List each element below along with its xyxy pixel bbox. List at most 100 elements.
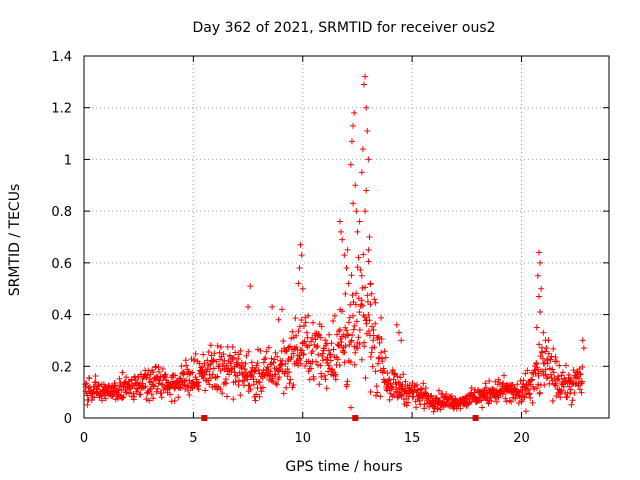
data-point — [171, 385, 178, 392]
data-point — [373, 383, 380, 390]
data-point — [274, 353, 281, 360]
data-point — [544, 360, 551, 367]
data-point — [297, 241, 304, 248]
data-point — [336, 326, 343, 333]
data-point — [168, 398, 175, 405]
data-point — [572, 372, 579, 379]
data-point — [342, 290, 349, 297]
data-point — [358, 356, 365, 363]
data-point — [347, 161, 354, 168]
data-point — [552, 382, 559, 389]
data-point — [495, 376, 502, 383]
data-point — [508, 382, 515, 389]
data-point — [253, 391, 260, 398]
data-point — [195, 382, 202, 389]
data-point — [262, 354, 269, 361]
data-point — [147, 385, 154, 392]
gap-markers — [201, 415, 479, 421]
data-point — [374, 335, 381, 342]
data-point — [508, 398, 515, 405]
data-point — [534, 366, 541, 373]
data-point — [237, 392, 244, 399]
data-point — [363, 187, 370, 194]
data-point — [267, 368, 274, 375]
data-point — [101, 392, 108, 399]
data-point — [315, 351, 322, 358]
data-point — [350, 122, 357, 129]
data-point — [195, 386, 202, 393]
data-point — [547, 356, 554, 363]
data-point — [565, 371, 572, 378]
data-point — [257, 347, 264, 354]
data-point — [330, 346, 337, 353]
x-tick-label: 10 — [294, 431, 311, 446]
data-point — [286, 380, 293, 387]
data-point — [348, 272, 355, 279]
data-point — [325, 347, 332, 354]
data-point — [181, 370, 188, 377]
y-tick-label: 0.2 — [51, 360, 72, 375]
data-point — [317, 334, 324, 341]
data-point — [310, 376, 317, 383]
data-point — [483, 396, 490, 403]
data-point — [514, 381, 521, 388]
data-point — [485, 387, 492, 394]
data-point — [413, 381, 420, 388]
data-point — [331, 312, 338, 319]
data-point — [571, 389, 578, 396]
data-point — [123, 374, 130, 381]
gap-marker — [201, 415, 208, 421]
data-point — [562, 362, 569, 369]
data-point — [295, 328, 302, 335]
data-point — [546, 380, 553, 387]
y-tick-label: 0.4 — [51, 309, 72, 324]
data-point — [498, 383, 505, 390]
data-point — [316, 381, 323, 388]
data-point — [321, 372, 328, 379]
data-point — [171, 397, 178, 404]
data-point — [394, 394, 401, 401]
data-point — [341, 252, 348, 259]
data-point — [390, 376, 397, 383]
data-point — [389, 384, 396, 391]
data-point — [92, 372, 99, 379]
data-point — [232, 378, 239, 385]
data-point — [155, 364, 162, 371]
data-point — [144, 372, 151, 379]
data-point — [110, 391, 117, 398]
data-point — [216, 356, 223, 363]
data-point — [398, 337, 405, 344]
data-point — [363, 104, 370, 111]
data-point — [384, 370, 391, 377]
data-series — [82, 73, 587, 415]
data-point — [310, 319, 317, 326]
data-point — [354, 264, 361, 271]
data-point — [493, 398, 500, 405]
data-point — [482, 380, 489, 387]
data-point — [230, 396, 237, 403]
tick-labels: 0 0.2 0.4 0.6 0.8 1 1.2 1.4 0 5 10 15 20 — [51, 50, 529, 446]
data-point — [533, 385, 540, 392]
data-point — [109, 392, 116, 399]
data-point — [235, 351, 242, 358]
data-point — [389, 367, 396, 374]
data-point — [295, 280, 302, 287]
data-point — [137, 391, 144, 398]
data-point — [189, 369, 196, 376]
plot-frame — [83, 55, 610, 419]
data-point — [536, 249, 542, 256]
data-point — [555, 373, 562, 380]
data-point — [220, 351, 227, 358]
data-point — [550, 345, 557, 352]
data-point — [509, 381, 516, 388]
data-point — [377, 393, 384, 400]
data-point — [321, 345, 328, 352]
data-point — [221, 357, 228, 364]
data-point — [255, 366, 262, 373]
data-point — [293, 332, 300, 339]
data-point — [567, 386, 574, 393]
data-point — [560, 369, 566, 376]
data-point — [357, 266, 364, 273]
data-point — [393, 321, 400, 328]
